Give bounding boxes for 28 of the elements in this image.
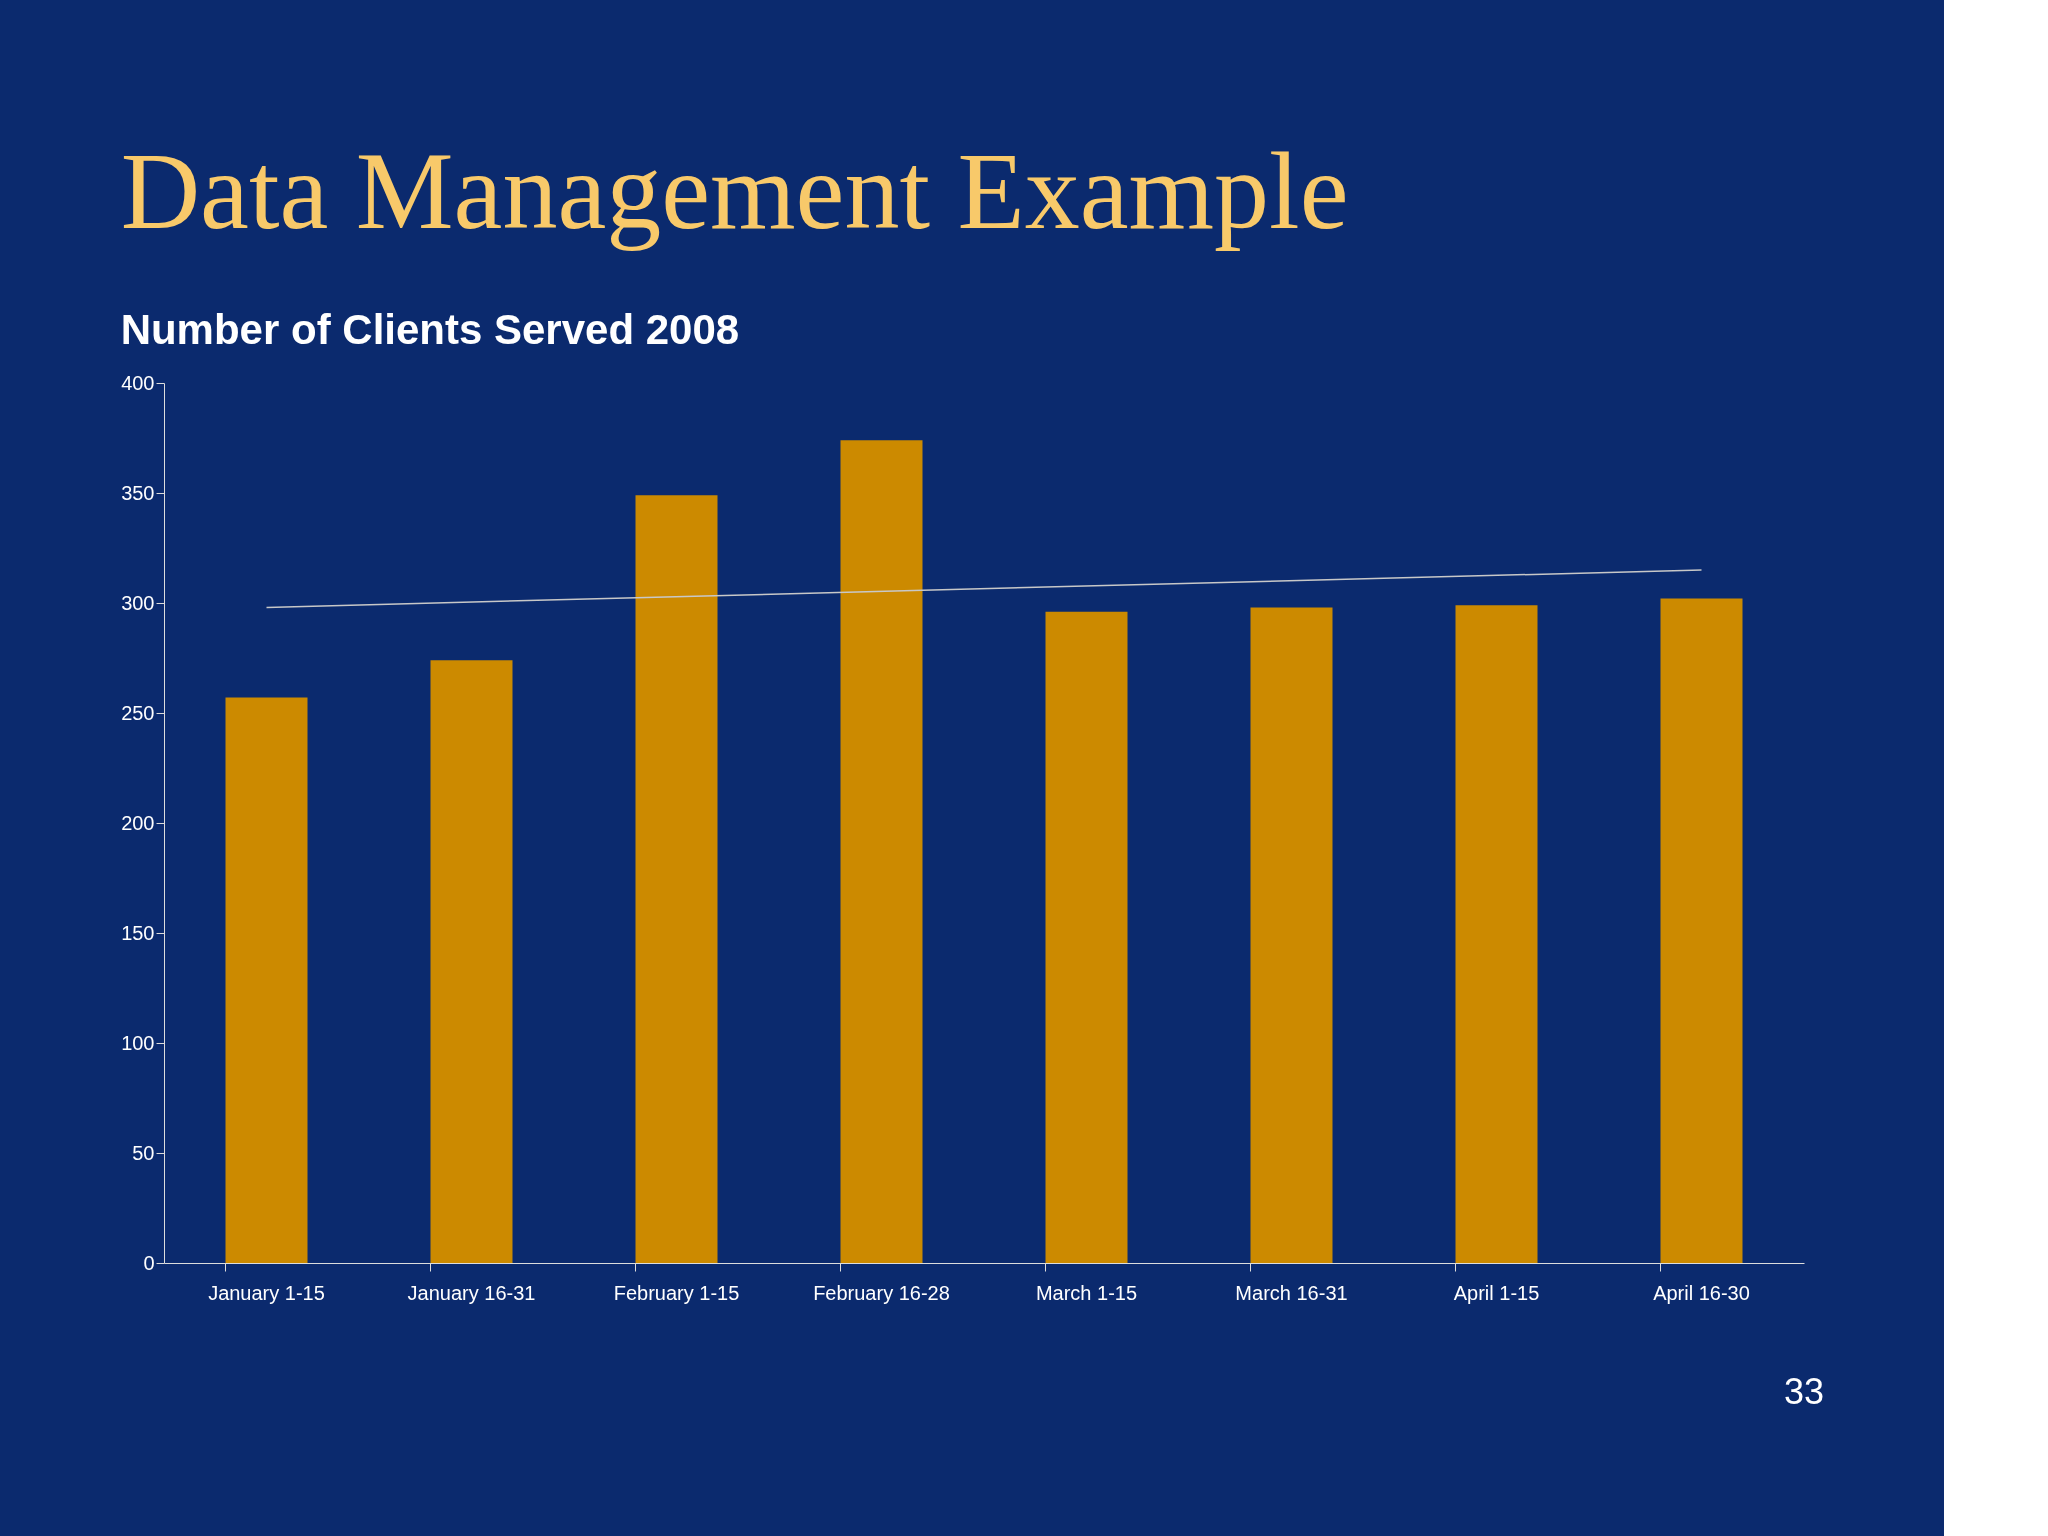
y-tick-label: 350 [121,481,155,504]
x-tick-label: January 16-31 [407,1281,536,1304]
y-tick-label: 200 [121,811,155,834]
bar [1045,611,1128,1263]
bar [1250,607,1333,1263]
y-tick-label: 50 [132,1141,155,1164]
x-tick-label: March 1-15 [1035,1281,1138,1304]
bar [225,697,308,1263]
chart-subtitle: Number of Clients Served 2008 [120,306,740,353]
x-tick-label: February 1-15 [613,1281,740,1304]
y-tick-label: 150 [121,921,155,944]
bar [1660,598,1743,1263]
x-tick-label: February 16-28 [813,1281,950,1304]
x-tick-label: March 16-31 [1235,1281,1348,1304]
x-tick-label: January 1-15 [208,1281,325,1304]
bar [430,660,513,1263]
chart-title: Data Management Example [120,130,1349,252]
bar [1455,605,1538,1263]
x-tick-label: April 16-30 [1653,1281,1750,1304]
bar [635,495,718,1263]
y-tick-label: 0 [143,1251,155,1274]
y-tick-label: 250 [121,701,155,724]
y-tick-label: 100 [121,1031,155,1054]
bar [840,440,923,1263]
text: 33 [1783,1371,1824,1412]
y-tick-label: 400 [121,371,155,394]
x-tick-label: April 1-15 [1453,1281,1540,1304]
y-tick-label: 300 [121,591,155,614]
